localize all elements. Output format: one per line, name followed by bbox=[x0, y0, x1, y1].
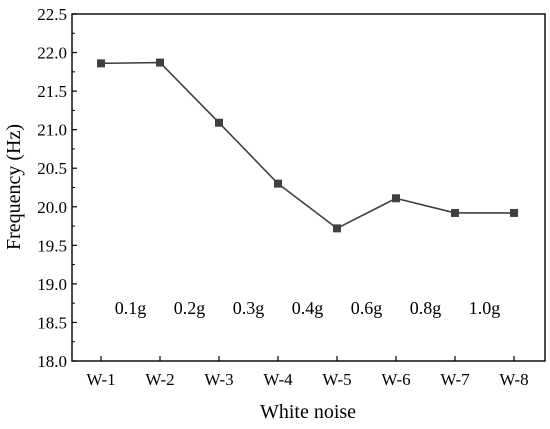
x-tick-label: W-7 bbox=[440, 370, 470, 389]
y-axis-title: Frequency (Hz) bbox=[3, 124, 25, 250]
pga-annotation: 0.1g bbox=[115, 298, 147, 318]
y-tick-label: 18.0 bbox=[37, 352, 67, 371]
data-point bbox=[510, 208, 518, 217]
series-layer bbox=[97, 58, 518, 233]
data-point bbox=[274, 179, 282, 188]
data-point bbox=[97, 59, 105, 68]
ticks-layer: 18.0 18.5 19.0 19.5 20.0 20.5 21.0 21.5 22.0 22.5… bbox=[37, 5, 528, 389]
series-line bbox=[100, 61, 514, 230]
x-tick-label: W-3 bbox=[204, 370, 233, 389]
y-tick-label: 19.0 bbox=[37, 275, 67, 294]
y-tick-label: 22.5 bbox=[37, 5, 67, 24]
data-point bbox=[215, 118, 223, 127]
data-point bbox=[156, 58, 164, 67]
plot-frame bbox=[71, 13, 546, 362]
data-point bbox=[333, 224, 341, 233]
pga-annotation: 0.6g bbox=[351, 298, 383, 318]
annotations-layer: 0.1g 0.2g 0.3g 0.4g 0.6g 0.8g 1.0g bbox=[115, 298, 501, 318]
x-tick-label: W-1 bbox=[86, 370, 115, 389]
pga-annotation: 1.0g bbox=[469, 298, 501, 318]
pga-annotation: 0.8g bbox=[410, 298, 442, 318]
x-tick-label: W-8 bbox=[499, 370, 528, 389]
x-tick-label: W-4 bbox=[263, 370, 293, 389]
pga-annotation: 0.4g bbox=[292, 298, 324, 318]
pga-annotation: 0.2g bbox=[174, 298, 206, 318]
x-tick-label: W-5 bbox=[322, 370, 351, 389]
x-tick-label: W-2 bbox=[145, 370, 174, 389]
data-point bbox=[451, 208, 459, 217]
x-axis-title: White noise bbox=[260, 401, 356, 423]
y-tick-label: 21.0 bbox=[37, 121, 67, 140]
y-tick-label: 19.5 bbox=[37, 236, 67, 255]
y-tick-label: 20.5 bbox=[37, 159, 67, 178]
y-tick-label: 20.0 bbox=[37, 198, 67, 217]
pga-annotation: 0.3g bbox=[233, 298, 265, 318]
y-tick-label: 22.0 bbox=[37, 44, 67, 63]
data-point bbox=[392, 194, 400, 203]
x-tick-label: W-6 bbox=[381, 370, 410, 389]
y-tick-label: 18.5 bbox=[37, 313, 67, 332]
y-tick-label: 21.5 bbox=[37, 82, 67, 101]
